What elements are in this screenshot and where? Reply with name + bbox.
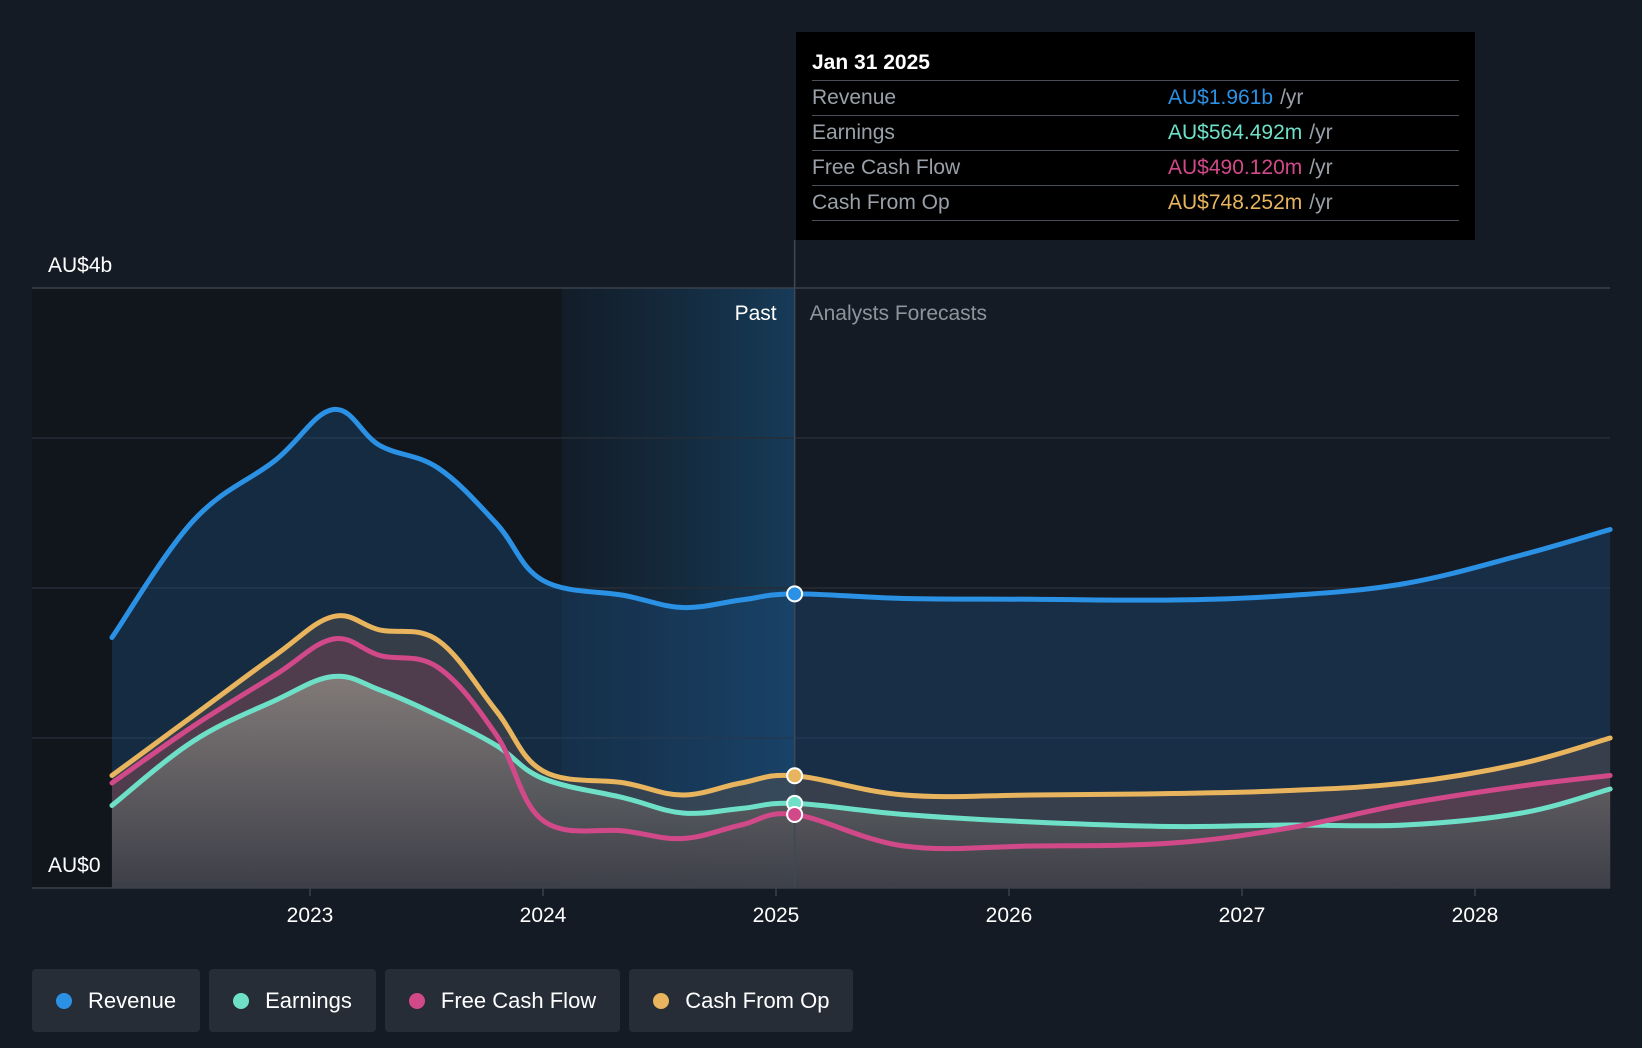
y-axis-bottom-label: AU$0 xyxy=(48,854,101,877)
x-tick-label: 2023 xyxy=(287,904,334,927)
x-axis-ticks: 2023 2024 2025 2026 2027 2028 xyxy=(287,888,1499,927)
series-lines xyxy=(109,406,1613,852)
legend-item-free-cash-flow[interactable]: Free Cash Flow xyxy=(384,969,621,1032)
legend-dot-icon xyxy=(56,992,72,1009)
line-cash-from-op xyxy=(109,613,1613,800)
x-tick-label: 2024 xyxy=(520,904,567,927)
line-revenue xyxy=(109,406,1613,640)
forecast-label: Analysts Forecasts xyxy=(810,302,987,325)
legend-item-earnings[interactable]: Earnings xyxy=(209,969,376,1032)
past-label: Past xyxy=(735,302,777,325)
x-tick-label: 2028 xyxy=(1452,904,1499,927)
x-tick-label: 2026 xyxy=(986,904,1033,927)
series-areas xyxy=(111,409,1611,888)
legend-label: Cash From Op xyxy=(685,987,830,1013)
line-free-cash-flow xyxy=(109,635,1613,852)
tooltip-label: Free Cash Flow xyxy=(812,156,961,179)
tooltip-value: AU$490.120m xyxy=(1168,156,1303,179)
tooltip-label: Cash From Op xyxy=(812,191,950,214)
tooltip-row-earnings: Earnings AU$564.492m /yr xyxy=(812,115,1459,150)
data-tooltip: Jan 31 2025 Revenue AU$1.961b /yr Earnin… xyxy=(796,32,1475,240)
tooltip-row-free-cash-flow: Free Cash Flow AU$490.120m /yr xyxy=(812,150,1459,185)
tooltip-label: Revenue xyxy=(812,86,897,109)
tooltip-row-cash-from-op: Cash From Op AU$748.252m /yr xyxy=(812,185,1459,221)
legend-dot-icon xyxy=(653,992,670,1009)
dot-cash-from-op xyxy=(786,767,804,785)
legend-item-revenue[interactable]: Revenue xyxy=(32,969,201,1032)
tooltip-value: AU$564.492m xyxy=(1168,121,1303,144)
tooltip-unit: /yr xyxy=(1309,156,1333,179)
performance-chart: 2023 2024 2025 2026 2027 2028 AU$4b AU$0 Past… xyxy=(32,240,1613,927)
chart-legend: Revenue Earnings Free Cash Flow Cash Fro… xyxy=(32,969,854,1032)
tooltip-unit: /yr xyxy=(1309,121,1333,144)
legend-label: Earnings xyxy=(265,987,352,1013)
tooltip-unit: /yr xyxy=(1280,86,1304,109)
x-tick-label: 2025 xyxy=(753,904,800,927)
tooltip-row-revenue: Revenue AU$1.961b /yr xyxy=(812,80,1459,115)
y-axis-top-label: AU$4b xyxy=(48,254,112,277)
dot-free-cash-flow xyxy=(786,806,804,823)
dot-revenue xyxy=(786,585,804,603)
legend-label: Revenue xyxy=(88,987,177,1013)
legend-dot-icon xyxy=(408,992,425,1009)
tooltip-value: AU$1.961b xyxy=(1168,86,1274,109)
legend-label: Free Cash Flow xyxy=(440,987,597,1013)
legend-dot-icon xyxy=(233,992,250,1009)
x-tick-label: 2027 xyxy=(1219,904,1266,927)
tooltip-value: AU$748.252m xyxy=(1168,191,1303,214)
tooltip-date: Jan 31 2025 xyxy=(812,51,930,74)
tooltip-label: Earnings xyxy=(812,121,895,144)
tooltip-unit: /yr xyxy=(1309,191,1333,214)
legend-item-cash-from-op[interactable]: Cash From Op xyxy=(629,969,854,1032)
hover-dots xyxy=(786,585,804,823)
